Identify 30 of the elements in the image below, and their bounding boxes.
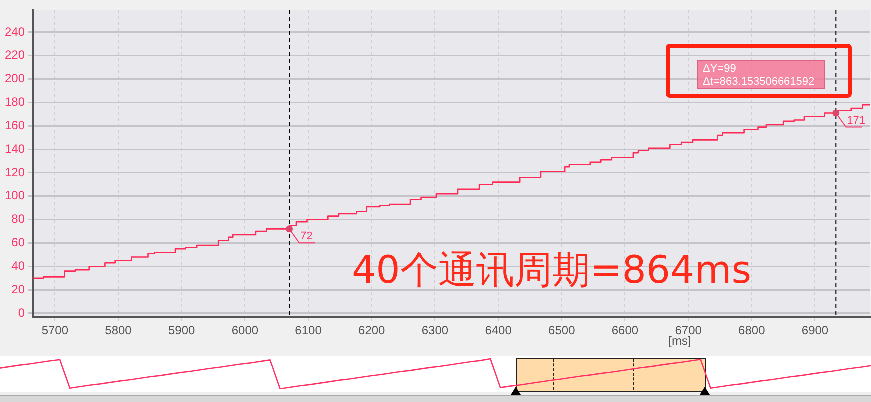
x-tick-label: 6200: [358, 324, 386, 338]
x-tick-label: 6900: [802, 324, 829, 338]
x-tick-label: 6800: [738, 324, 766, 338]
x-tick-label: 6600: [612, 324, 639, 338]
annotation: 171: [847, 114, 866, 127]
y-tick-label: 180: [4, 95, 26, 110]
annotation: ΔY=99 Δt=863.153506661592: [703, 63, 815, 88]
y-tick-label: 140: [4, 142, 26, 156]
annotation: 72: [300, 230, 313, 243]
y-tick-label: 40: [12, 258, 26, 273]
y-tick-label: 80: [12, 212, 26, 226]
x-tick-label: 5900: [168, 324, 196, 338]
y-tick-label: 60: [12, 236, 26, 250]
x-tick-label: 6100: [295, 324, 322, 338]
x-tick-label: 5800: [105, 324, 132, 338]
y-tick-label: 160: [4, 118, 26, 132]
x-tick-label: 5700: [42, 324, 69, 338]
annotation: 40个通讯周期=864ms: [352, 248, 752, 292]
y-tick-label: 120: [4, 165, 26, 180]
y-tick-label: 220: [4, 48, 26, 62]
y-tick-label: 20: [12, 282, 26, 296]
y-tick-label: 240: [4, 24, 26, 39]
y-tick-label: 200: [4, 72, 26, 86]
x-tick-label: 6500: [548, 324, 576, 338]
x-axis-title: [ms]: [668, 334, 692, 348]
x-tick-label: 6400: [485, 324, 512, 338]
x-tick-label: 6000: [232, 324, 259, 338]
y-tick-label: 0: [18, 306, 26, 320]
x-tick-label: 6300: [422, 324, 449, 338]
y-tick-label: 100: [4, 188, 26, 203]
